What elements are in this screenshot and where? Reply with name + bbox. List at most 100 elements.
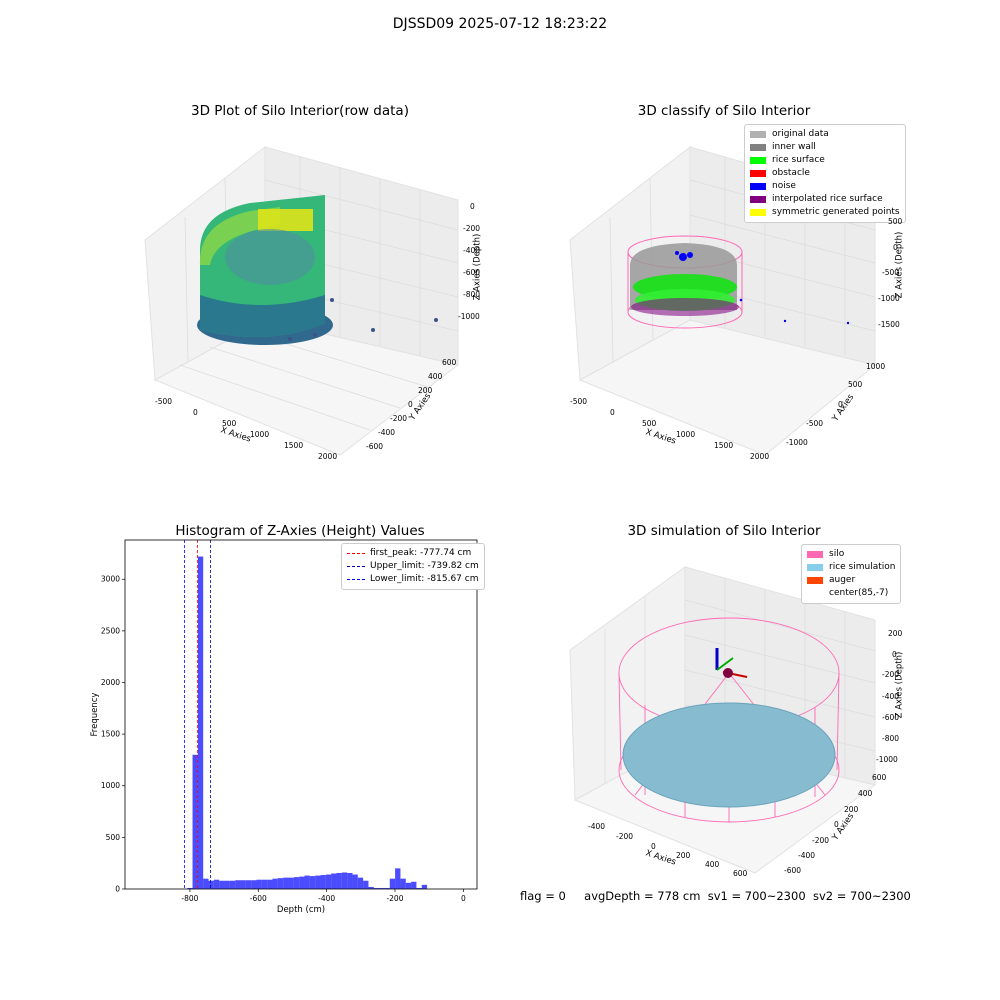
histogram-bar — [256, 879, 262, 889]
legend-item: first_peak: -777.74 cm — [347, 547, 479, 560]
histogram-bar — [224, 880, 230, 889]
legend-swatch — [807, 564, 823, 571]
legend-swatch — [750, 183, 766, 190]
legend-item: original data — [750, 128, 900, 141]
histogram-bar — [421, 884, 428, 889]
raw-xtick: 1500 — [284, 441, 304, 450]
histogram-chart: -800 -600 -400 -200 0 0 500 1000 1500 2000 2500 300… — [90, 539, 478, 915]
sim-zlabel: Z Axies (Depth) — [894, 651, 905, 719]
histogram-bar — [368, 886, 374, 889]
x-tick-label: -400 — [318, 894, 335, 903]
legend-label: Upper_limit: -739.82 cm — [370, 561, 479, 571]
sim-ytick: -600 — [784, 866, 802, 875]
x-tick-label: 0 — [461, 894, 466, 903]
sim-xtick: 600 — [733, 869, 748, 878]
classify-ytick: -500 — [806, 419, 824, 428]
histogram-bar — [341, 872, 348, 889]
sim-ytick: -200 — [812, 836, 830, 845]
classify-xtick: 1500 — [714, 441, 734, 450]
histogram-bar — [325, 874, 332, 889]
classify-ztick: -500 — [882, 268, 900, 277]
sim-ztick: -600 — [882, 713, 900, 722]
histogram-bar — [405, 882, 412, 889]
histogram-bar — [203, 878, 209, 889]
histogram-bar — [320, 875, 326, 889]
sim-xtick: -400 — [588, 822, 606, 831]
legend-swatch — [750, 196, 766, 203]
legend-label: silo — [829, 549, 845, 559]
legend-item: Lower_limit: -815.67 cm — [347, 573, 479, 586]
legend-item: center(85,-7) — [807, 587, 895, 600]
sim-ytick: 200 — [844, 805, 859, 814]
simulation-rice-surface — [622, 702, 836, 808]
legend-label: rice surface — [772, 155, 825, 165]
histogram-bar — [240, 880, 246, 889]
y-tick-label: 500 — [106, 833, 121, 842]
y-tick-label: 3000 — [101, 575, 120, 584]
histogram-bar — [411, 881, 417, 889]
raw-xtick: 500 — [222, 419, 237, 428]
legend-label: Lower_limit: -815.67 cm — [370, 574, 479, 584]
legend-item: Upper_limit: -739.82 cm — [347, 560, 479, 573]
classify-xtick: 0 — [610, 408, 615, 417]
raw-ytick: 400 — [428, 372, 443, 381]
x-tick-label: -200 — [386, 894, 403, 903]
sim-ztick: 200 — [888, 629, 903, 638]
raw-ytick: 0 — [408, 400, 413, 409]
sv1-text: sv1 = 700~2300 — [707, 889, 806, 903]
histogram-title: Histogram of Z-Axies (Height) Values — [175, 523, 425, 539]
sim-ytick: 600 — [872, 773, 887, 782]
histogram-bar — [267, 879, 273, 889]
classify-xtick: -500 — [570, 397, 588, 406]
y-tick-label: 0 — [115, 885, 120, 894]
y-tick-label: 1000 — [101, 781, 120, 790]
legend-item: silo — [807, 548, 895, 561]
histogram-bar — [283, 877, 289, 889]
classify-legend: original data inner wall rice surface ob… — [744, 124, 906, 223]
classify-ztick: 0 — [893, 243, 898, 252]
histogram-bar — [277, 878, 284, 889]
histogram-legend: first_peak: -777.74 cm Upper_limit: -739… — [341, 543, 485, 590]
histogram-bar — [373, 887, 380, 889]
legend-label: center(85,-7) — [829, 588, 889, 598]
classify-ztick: 500 — [888, 217, 903, 226]
classify-point-cloud — [627, 235, 850, 329]
legend-line — [347, 553, 365, 554]
sim-ztick: -1000 — [876, 755, 898, 764]
histogram-bar — [304, 875, 310, 889]
figure-title: DJSSD09 2025-07-12 18:23:22 — [392, 16, 608, 32]
legend-label: obstacle — [772, 168, 810, 178]
raw-ztick: 0 — [470, 202, 475, 211]
histogram-bar — [379, 887, 385, 889]
raw-ztick: -200 — [463, 224, 481, 233]
raw-ztick: -800 — [463, 290, 481, 299]
classify-xtick: 500 — [642, 419, 657, 428]
sim-ytick: 400 — [858, 789, 873, 798]
raw-plot-title: 3D Plot of Silo Interior(row data) — [191, 103, 409, 119]
simulation-auger — [715, 648, 748, 678]
histogram-bar — [395, 868, 401, 889]
x-tick-label: -600 — [250, 894, 267, 903]
legend-label: rice simulation — [829, 562, 896, 572]
histogram-bar — [288, 877, 294, 889]
histogram-ylabel: Frequency — [90, 693, 100, 737]
legend-swatch — [750, 157, 766, 164]
y-tick-label: 1500 — [101, 730, 120, 739]
histogram-bar — [219, 880, 225, 889]
legend-item: rice surface — [750, 154, 900, 167]
classify-ztick: -1000 — [878, 294, 900, 303]
classify-plot-title: 3D classify of Silo Interior — [637, 103, 811, 119]
classify-ytick: 1000 — [866, 362, 886, 371]
raw-ztick: -600 — [463, 268, 481, 277]
histogram-bar — [197, 556, 204, 889]
legend-swatch — [807, 590, 823, 597]
legend-item: obstacle — [750, 167, 900, 180]
simulation-legend: silo rice simulation auger center(85,-7) — [801, 544, 902, 604]
legend-item: rice simulation — [807, 561, 895, 574]
raw-ztick: -400 — [463, 246, 481, 255]
histogram-bar — [352, 874, 358, 889]
classify-zlabel: Z Axies (Depth) — [894, 231, 905, 299]
avg-depth-text: avgDepth = 778 cm — [584, 889, 701, 903]
y-tick-label: 2500 — [101, 626, 120, 635]
legend-item: interpolated rice surface — [750, 193, 900, 206]
